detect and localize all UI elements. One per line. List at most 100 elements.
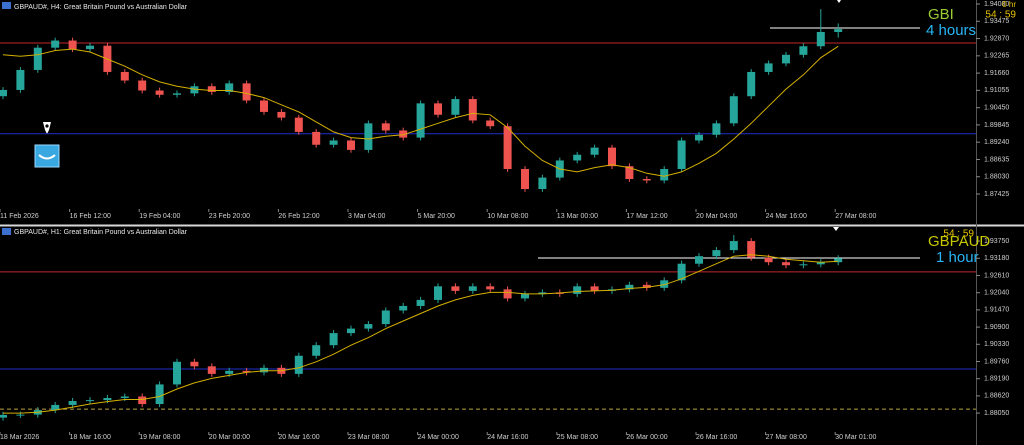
y-tick-label: 1.90900 <box>984 324 1009 331</box>
y-tick-label: 1.89190 <box>984 376 1009 383</box>
chart-header: GBPAUD#, H1: Great Britain Pound vs Aust… <box>14 229 188 236</box>
moving-average <box>2 45 839 177</box>
signal-box-mark <box>38 154 56 160</box>
pen-icon-dot <box>45 124 49 128</box>
candle-body <box>260 100 268 112</box>
candle-body <box>642 284 651 288</box>
y-tick-label: 1.92040 <box>984 290 1009 297</box>
x-tick-label: 30 Mar 01:00 <box>835 434 876 441</box>
candle-body <box>503 126 512 170</box>
period-label: 1 hour <box>936 249 979 266</box>
x-tick-label: 20 Mar 00:00 <box>209 434 250 441</box>
candle-body <box>138 396 147 405</box>
candle-body <box>677 140 686 170</box>
x-tick-label: 24 Mar 16:00 <box>766 213 807 220</box>
candle-body <box>729 241 738 251</box>
candle-body <box>538 292 547 294</box>
y-tick-label: 1.93180 <box>984 255 1009 262</box>
y-tick-label: 1.88620 <box>984 393 1009 400</box>
x-tick-label: 24 Mar 00:00 <box>418 434 459 441</box>
x-tick-label: 17 Mar 12:00 <box>626 213 667 220</box>
x-tick-label: 5 Mar 20:00 <box>418 213 455 220</box>
candle-body <box>329 333 338 346</box>
candle-body <box>312 131 321 145</box>
candle-body <box>834 29 843 32</box>
candle-body <box>782 54 790 64</box>
candle-body <box>799 46 808 55</box>
y-tick-label: 1.89240 <box>984 139 1009 146</box>
candle-body <box>434 286 442 300</box>
shift-marker <box>837 0 841 3</box>
candle-body <box>660 280 669 288</box>
candle-body <box>155 384 164 405</box>
symbol-flag <box>2 228 11 235</box>
candle-body <box>782 262 790 266</box>
candle-body <box>0 89 7 97</box>
candle-body <box>242 83 251 101</box>
candle-body <box>695 134 703 141</box>
candle-body <box>764 63 773 72</box>
candle-body <box>642 179 651 181</box>
candle-body <box>16 414 25 416</box>
candle-body <box>538 177 547 190</box>
candle-body <box>103 398 112 401</box>
x-tick-label: 24 Mar 16:00 <box>487 434 528 441</box>
candle-body <box>347 328 355 334</box>
pen-icon <box>43 122 51 134</box>
candle-body <box>677 263 686 281</box>
y-tick-label: 1.88635 <box>984 156 1009 163</box>
candle-body <box>399 130 408 138</box>
y-tick-label: 1.91470 <box>984 307 1009 314</box>
y-tick-label: 1.92265 <box>984 53 1009 60</box>
candle-body <box>834 258 843 263</box>
candle-body <box>277 111 286 118</box>
x-tick-label: 25 Mar 08:00 <box>557 434 598 441</box>
symbol-label: GBI <box>928 6 954 23</box>
candle-body <box>207 86 216 92</box>
x-tick-label: 23 Feb 20:00 <box>209 213 250 220</box>
candle-body <box>416 299 425 306</box>
timer: 54 : 59 <box>943 229 974 240</box>
candle-body <box>33 47 42 70</box>
x-tick-label: 11 Feb 2026 <box>0 213 39 220</box>
y-tick-label: 1.87425 <box>984 191 1009 198</box>
candle-body <box>86 400 94 402</box>
candle-body <box>381 310 390 325</box>
chart-header: GBPAUD#, H4: Great Britain Pound vs Aust… <box>14 4 188 11</box>
candle-body <box>173 361 181 385</box>
y-tick-label: 1.93750 <box>984 238 1009 245</box>
candle-body <box>120 396 129 399</box>
y-tick-label: 1.92610 <box>984 272 1009 279</box>
candle-body <box>86 45 94 50</box>
candle-body <box>712 123 721 135</box>
candle-body <box>329 140 338 145</box>
candle-body <box>816 31 825 47</box>
shift-marker <box>833 227 839 231</box>
candle-body <box>260 367 268 373</box>
candle-body <box>590 286 599 291</box>
candle-body <box>590 147 599 155</box>
period-label: 4 hours <box>926 22 976 39</box>
x-tick-label: 3 Mar 04:00 <box>348 213 385 220</box>
signal-box <box>34 144 60 168</box>
candle-body <box>608 147 616 167</box>
y-tick-label: 1.91055 <box>984 87 1009 94</box>
y-tick-label: 1.88030 <box>984 174 1009 181</box>
candle-body <box>747 71 756 97</box>
x-tick-label: 20 Mar 04:00 <box>696 213 737 220</box>
x-tick-label: 23 Mar 08:00 <box>348 434 389 441</box>
candle-body <box>364 324 373 329</box>
candle-body <box>155 90 164 95</box>
candle-body <box>16 69 25 90</box>
symbol-label: GBPAUD <box>928 233 990 250</box>
candle-body <box>468 99 477 121</box>
y-tick-label: 1.90450 <box>984 104 1009 111</box>
candle-body <box>51 404 60 411</box>
y-tick-label: 1.91660 <box>984 70 1009 77</box>
candle-body <box>225 370 234 374</box>
candle-body <box>51 40 60 48</box>
candle-body <box>451 99 460 115</box>
candle-body <box>486 120 495 127</box>
